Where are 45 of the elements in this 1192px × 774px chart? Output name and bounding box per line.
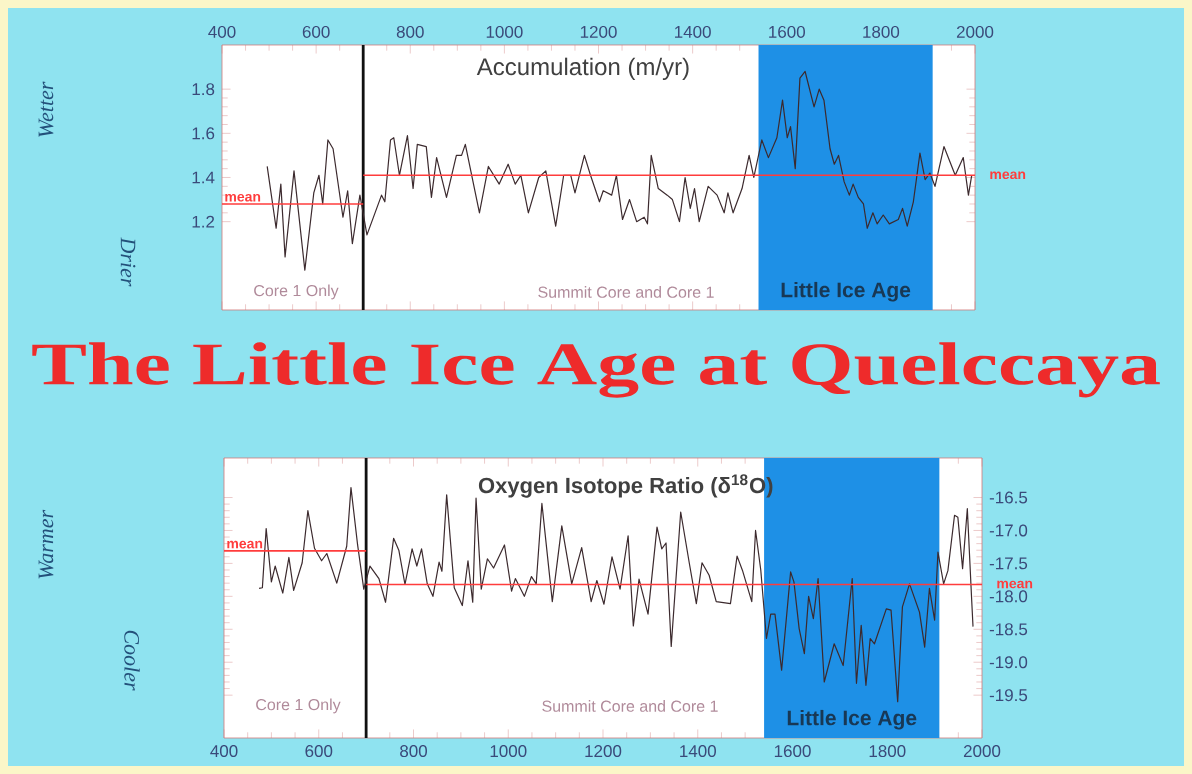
x-tick-label: 1600 xyxy=(774,745,811,758)
x-tick-label: 1600 xyxy=(769,25,805,38)
x-tick-label: 1000 xyxy=(490,745,527,758)
x-tick-label: 600 xyxy=(305,745,333,758)
x-tick-label: 400 xyxy=(208,25,236,38)
band-label: Little Ice Age xyxy=(787,709,917,730)
series-label: mean xyxy=(997,580,1033,589)
y-tick-label: 1.8 xyxy=(192,83,215,96)
x-tick-label: 1800 xyxy=(863,25,900,38)
series-label: mean xyxy=(990,171,1026,180)
text: Wetter xyxy=(38,81,54,137)
x-tick-label: 2000 xyxy=(963,745,1001,758)
x-tick-label: 800 xyxy=(400,745,428,758)
y-tick-label: -16.5 xyxy=(989,491,1028,504)
x-tick-label: 1200 xyxy=(585,745,622,758)
text: Drier xyxy=(120,237,136,287)
y-tick-label: -19.5 xyxy=(989,689,1028,702)
y-tick-label: 1.6 xyxy=(192,127,215,140)
x-tick-label: 400 xyxy=(210,745,238,758)
x-tick-label: 1800 xyxy=(869,745,906,758)
series-label: mean xyxy=(227,540,263,549)
x-tick-label: 800 xyxy=(396,25,424,38)
y-tick-label: -17.5 xyxy=(989,557,1028,570)
y-tick-label: 1.4 xyxy=(192,171,215,184)
band-label: Little Ice Age xyxy=(781,281,911,302)
y-tick-label: 1.2 xyxy=(192,215,215,228)
series-label: mean xyxy=(225,193,261,202)
x-tick-label: 600 xyxy=(302,25,330,38)
annotation: Summit Core and Core 1 xyxy=(538,286,714,298)
x-tick-label: 1400 xyxy=(680,745,716,758)
annotation: Core 1 Only xyxy=(256,698,341,714)
x-tick-label: 1000 xyxy=(486,25,523,38)
text: The Little Ice Age at Quelccaya xyxy=(32,342,1160,398)
x-tick-label: 2000 xyxy=(956,25,994,38)
text: Cooler xyxy=(124,630,140,691)
y-tick-label: -19.0 xyxy=(989,656,1028,669)
x-tick-label: 1400 xyxy=(675,25,711,38)
text: Warmer xyxy=(38,509,54,579)
y-tick-label: -17.0 xyxy=(989,524,1028,537)
x-tick-label: 1200 xyxy=(580,25,617,38)
chart-title: Accumulation (m/yr) xyxy=(476,57,689,81)
annotation: Core 1 Only xyxy=(254,284,339,300)
y-tick-label: -18.5 xyxy=(989,623,1028,636)
y-tick-label: -18.0 xyxy=(989,590,1028,603)
annotation: Summit Core and Core 1 xyxy=(542,700,718,712)
